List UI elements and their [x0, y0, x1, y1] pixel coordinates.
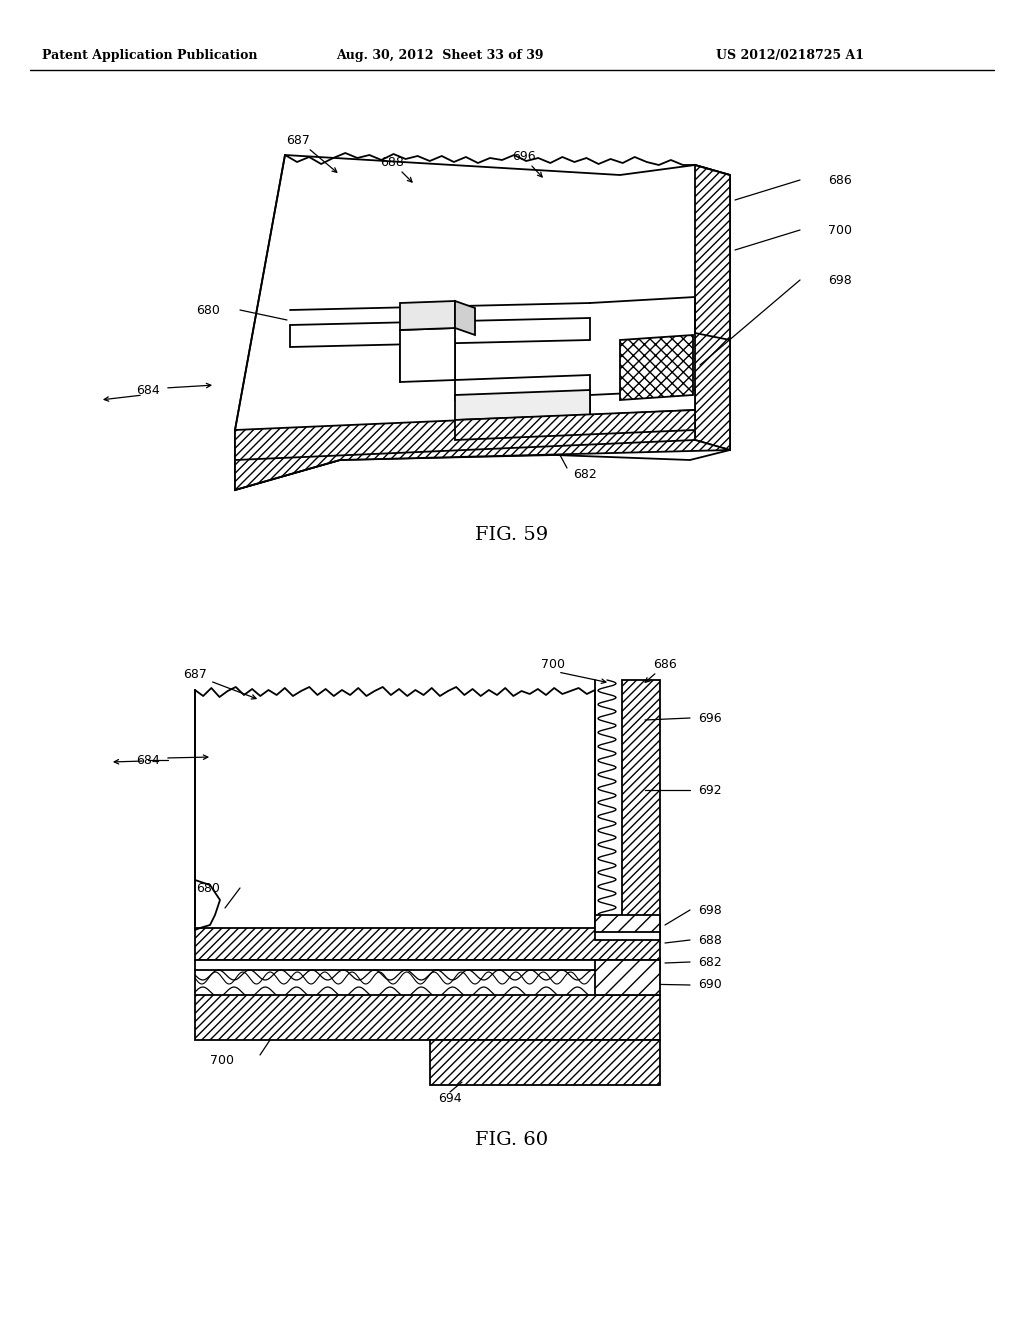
Polygon shape	[595, 960, 660, 995]
Polygon shape	[455, 375, 590, 400]
Polygon shape	[455, 301, 475, 335]
Text: 680: 680	[196, 304, 220, 317]
Polygon shape	[400, 327, 455, 381]
Text: 688: 688	[698, 933, 722, 946]
Polygon shape	[195, 995, 660, 1040]
Polygon shape	[595, 931, 660, 940]
Polygon shape	[622, 680, 660, 940]
Text: 698: 698	[828, 273, 852, 286]
Text: 688: 688	[380, 157, 403, 169]
Text: 687: 687	[183, 668, 207, 681]
Text: 684: 684	[136, 384, 160, 396]
Text: 690: 690	[698, 978, 722, 991]
Text: FIG. 60: FIG. 60	[475, 1131, 549, 1148]
Polygon shape	[620, 335, 693, 400]
Text: 696: 696	[698, 711, 722, 725]
Text: 692: 692	[698, 784, 722, 796]
Text: 680: 680	[196, 882, 220, 895]
Text: 700: 700	[828, 223, 852, 236]
Polygon shape	[234, 411, 695, 459]
Text: 682: 682	[698, 956, 722, 969]
Text: 686: 686	[653, 659, 677, 672]
Polygon shape	[695, 165, 730, 450]
Text: 684: 684	[136, 754, 160, 767]
Text: 700: 700	[541, 659, 565, 672]
Polygon shape	[195, 928, 660, 960]
Polygon shape	[234, 154, 730, 490]
Text: 698: 698	[698, 903, 722, 916]
Text: US 2012/0218725 A1: US 2012/0218725 A1	[716, 49, 864, 62]
Text: 696: 696	[512, 150, 536, 164]
Text: 687: 687	[286, 133, 310, 147]
Text: 700: 700	[210, 1053, 234, 1067]
Text: 686: 686	[828, 173, 852, 186]
Polygon shape	[234, 430, 730, 490]
Polygon shape	[590, 389, 695, 414]
Polygon shape	[195, 960, 660, 970]
Polygon shape	[455, 389, 590, 420]
Polygon shape	[455, 411, 695, 440]
Polygon shape	[400, 301, 455, 330]
Polygon shape	[595, 915, 660, 932]
Polygon shape	[430, 1040, 660, 1085]
Text: FIG. 59: FIG. 59	[475, 525, 549, 544]
Text: Aug. 30, 2012  Sheet 33 of 39: Aug. 30, 2012 Sheet 33 of 39	[336, 49, 544, 62]
Polygon shape	[290, 318, 590, 347]
Text: 694: 694	[438, 1092, 462, 1105]
Text: 682: 682	[573, 469, 597, 482]
Text: Patent Application Publication: Patent Application Publication	[42, 49, 258, 62]
